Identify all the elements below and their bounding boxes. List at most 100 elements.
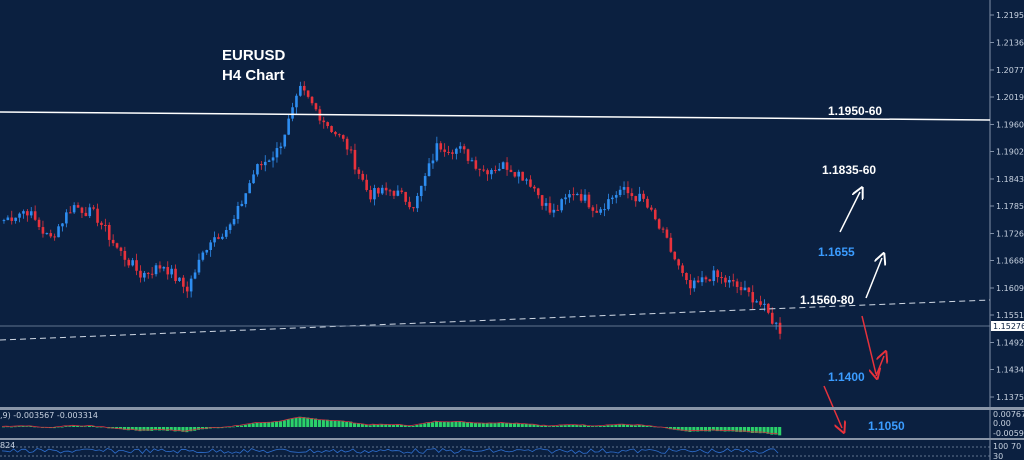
macd-bar: [462, 421, 466, 427]
macd-bar: [403, 425, 407, 427]
macd-bar: [275, 421, 279, 427]
macd-bar: [134, 427, 138, 431]
candle: [14, 217, 17, 221]
candle: [205, 250, 209, 253]
macd-bar: [263, 422, 267, 427]
candle: [252, 174, 255, 184]
macd-bar: [532, 424, 536, 427]
y-tick-label: 1.19020: [996, 147, 1024, 156]
candle: [104, 224, 107, 226]
macd-bar: [446, 421, 450, 427]
macd-bar: [633, 425, 637, 427]
macd-bar: [165, 427, 169, 431]
macd-bar: [91, 425, 95, 427]
macd-bar: [684, 427, 688, 432]
candle: [599, 209, 602, 213]
candle: [490, 169, 493, 175]
candle: [692, 280, 696, 289]
candle: [45, 233, 49, 235]
y-tick-label: 1.14920: [996, 338, 1024, 347]
macd-bar: [247, 424, 251, 427]
candle: [657, 219, 661, 229]
candle: [201, 252, 205, 260]
candle: [646, 198, 649, 208]
macd-bar: [427, 422, 431, 427]
y-tick-label: 1.18430: [996, 175, 1024, 184]
candle: [521, 171, 524, 181]
macd-bar: [189, 427, 193, 432]
y-tick-label: 1.21950: [996, 11, 1024, 20]
candle: [279, 146, 283, 149]
candle: [466, 149, 470, 161]
macd-bar: [267, 422, 271, 427]
macd-bar: [645, 425, 649, 427]
macd-bar: [778, 427, 782, 436]
candle: [182, 277, 185, 287]
candle: [80, 207, 84, 213]
candle: [423, 176, 427, 186]
candle: [256, 164, 259, 175]
candle: [517, 171, 521, 177]
macd-bar: [688, 427, 692, 432]
candle: [419, 185, 423, 197]
macd-bar: [649, 426, 653, 427]
macd-bar: [76, 425, 80, 427]
macd-bar: [290, 418, 294, 427]
candle: [587, 194, 591, 208]
macd-bar: [306, 417, 310, 427]
candle: [747, 287, 751, 293]
macd-tick: -0.005928: [993, 429, 1024, 438]
candle: [591, 207, 595, 211]
macd-bar: [271, 422, 275, 427]
macd-bar: [9, 426, 13, 428]
macd-bar: [524, 423, 528, 427]
macd-bar: [454, 421, 458, 427]
candle: [221, 236, 224, 239]
candle: [497, 168, 501, 171]
macd-bar: [68, 426, 72, 427]
macd-bar: [512, 423, 517, 427]
candle: [404, 191, 407, 202]
candle: [84, 212, 88, 217]
annotation-label: 1.1400: [828, 370, 865, 384]
macd-bar: [161, 427, 166, 431]
macd-bar: [497, 422, 501, 427]
candle: [778, 322, 782, 334]
candle: [326, 122, 329, 127]
candle: [37, 219, 41, 228]
candle: [731, 280, 735, 282]
y-tick-label: 1.20770: [996, 66, 1024, 75]
macd-bar: [376, 424, 380, 427]
candle: [143, 272, 146, 278]
candle: [552, 209, 556, 213]
macd-bar: [122, 427, 127, 430]
macd-bar: [750, 427, 754, 434]
candle: [349, 149, 353, 151]
macd-tick: 0.00: [993, 419, 1011, 428]
candle: [708, 279, 712, 282]
macd-bar: [614, 424, 618, 427]
candle: [189, 278, 193, 292]
macd-bar: [719, 427, 723, 432]
candle: [287, 118, 290, 135]
candle: [579, 194, 583, 201]
candle: [486, 170, 489, 175]
macd-bar: [723, 427, 727, 432]
candle: [455, 148, 458, 154]
macd-bar: [528, 424, 532, 427]
macd-bar: [563, 425, 567, 427]
candle: [735, 281, 739, 287]
candle: [540, 195, 544, 206]
annotation-label: 1.1655: [818, 245, 855, 259]
macd-bar: [395, 424, 400, 427]
candle: [774, 322, 778, 324]
macd-signal-line: [1, 416, 779, 435]
y-tick-label: 1.15510: [996, 311, 1024, 320]
candle: [556, 209, 560, 211]
candle: [33, 211, 37, 220]
macd-bar: [536, 424, 540, 427]
candle: [193, 272, 197, 279]
macd-bar: [13, 426, 17, 428]
candle: [236, 205, 240, 219]
candle: [123, 250, 127, 260]
